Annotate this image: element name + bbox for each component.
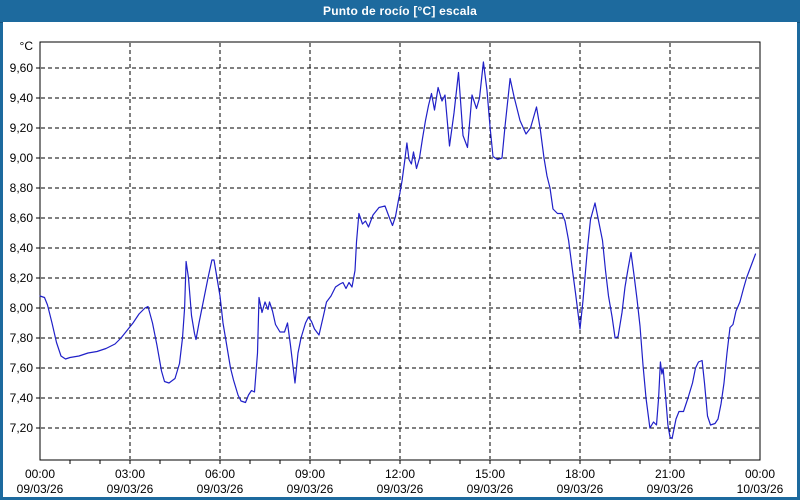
x-tick-date: 10/03/26 (737, 482, 784, 496)
dew-point-line-chart: 9,60 9,40 9,20 9,00 8,80 8,60 8,40 8,20 8,00 7,80… (3, 22, 797, 497)
y-tick-label: 9,00 (10, 151, 34, 165)
y-tick-label: 8,60 (10, 211, 34, 225)
x-tick-time: 21:00 (655, 467, 685, 481)
y-tick-label: 9,20 (10, 121, 34, 135)
x-tick-date: 09/03/26 (17, 482, 64, 496)
y-tick-label: 8,40 (10, 241, 34, 255)
y-tick-label: 7,20 (10, 421, 34, 435)
y-tick-label: 8,00 (10, 301, 34, 315)
y-tick-label: 7,40 (10, 391, 34, 405)
y-tick-label: 7,80 (10, 331, 34, 345)
x-tick-date: 09/03/26 (467, 482, 514, 496)
window-title: Punto de rocío [°C] escala (322, 4, 478, 18)
y-tick-label: 8,80 (10, 181, 34, 195)
x-tick-time: 18:00 (565, 467, 595, 481)
x-tick-date: 09/03/26 (107, 482, 154, 496)
x-tick-time: 06:00 (205, 467, 235, 481)
series-line (39, 61, 757, 440)
x-tick-date: 09/03/26 (377, 482, 424, 496)
plot-border (39, 41, 761, 461)
x-tick-time: 03:00 (115, 467, 145, 481)
y-tick-label: 7,60 (10, 361, 34, 375)
window-titlebar: Punto de rocío [°C] escala (0, 0, 800, 23)
x-tick-date: 09/03/26 (287, 482, 334, 496)
y-tick-label: 9,60 (10, 61, 34, 75)
y-tick-label: 8,20 (10, 271, 34, 285)
x-tick-time: 09:00 (295, 467, 325, 481)
x-tick-date: 09/03/26 (557, 482, 604, 496)
x-tick-time: 00:00 (745, 467, 775, 481)
y-tick-label: 9,40 (10, 91, 34, 105)
x-tick-date: 09/03/26 (197, 482, 244, 496)
x-tick-time: 00:00 (25, 467, 55, 481)
x-tick-date: 09/03/26 (647, 482, 694, 496)
y-axis-unit-label: °C (20, 39, 34, 53)
x-tick-time: 12:00 (385, 467, 415, 481)
x-tick-time: 15:00 (475, 467, 505, 481)
